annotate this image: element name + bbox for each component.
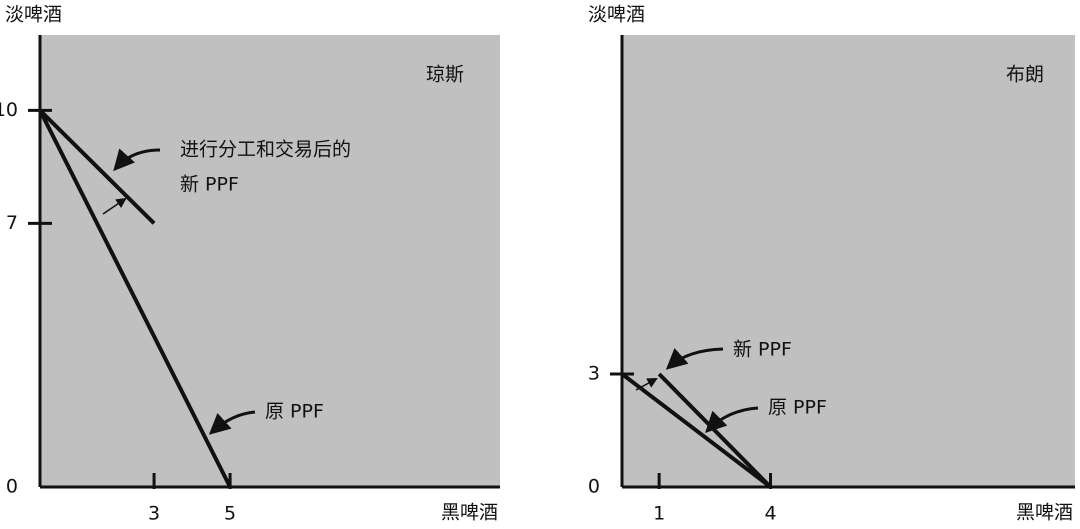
series-label: 原 PPF [265,401,324,423]
shift-arrow [102,197,127,215]
x-axis-label: 黑啤酒 [441,502,498,524]
ppf-line [620,372,772,489]
ppf-line [38,109,232,488]
x-tick-label: 1 [653,503,665,525]
ppf-line [657,372,772,489]
y-axis-label: 淡啤酒 [5,4,62,26]
y-axis-label: 淡啤酒 [588,4,645,26]
y-tick-label: 0 [588,476,600,498]
x-tick-label: 4 [764,503,776,525]
label-arrow [665,347,724,370]
series-label: 新 PPF [733,339,792,361]
annotation: 进行分工和交易后的 [180,139,351,161]
label-arrow [113,148,161,172]
y-tick-label: 7 [6,212,18,234]
panel-title: 琼斯 [426,64,464,86]
y-tick-label: 3 [588,363,600,385]
panel-title: 布朗 [1006,64,1044,86]
series-label: 原 PPF [768,397,827,419]
x-tick-label: 3 [148,503,160,525]
plot-area [622,35,1075,487]
backgrounds [40,35,1075,487]
x-axis-label: 黑啤酒 [1016,502,1073,524]
ppf-line [38,108,156,225]
y-tick-label: 0 [6,476,18,498]
series-label: 新 PPF [180,174,239,196]
x-tick-label: 5 [224,503,236,525]
label-arrow [208,410,256,435]
y-tick-label: 10 [0,99,18,121]
